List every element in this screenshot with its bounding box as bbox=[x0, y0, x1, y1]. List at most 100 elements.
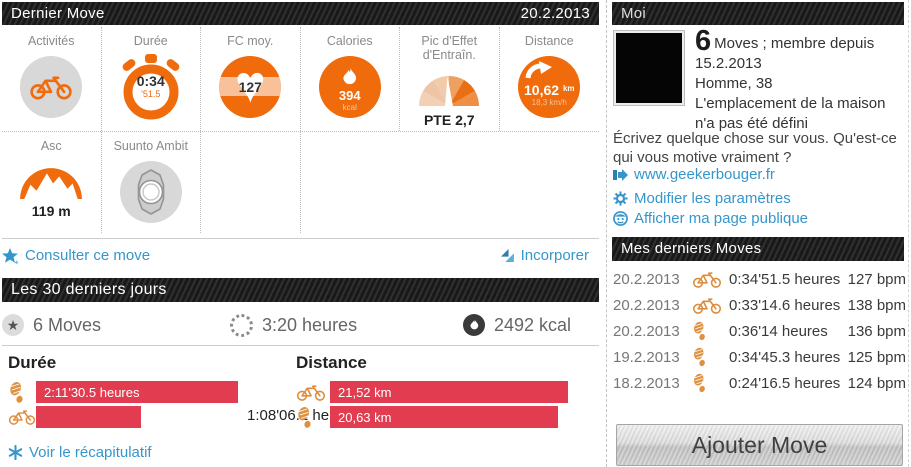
move-row[interactable]: 18.2.2013 0:24'16.5 heures 124 bpm bbox=[613, 370, 906, 396]
tile-distance[interactable]: Distance 10,62 km 18,3 km/h bbox=[500, 27, 600, 131]
about-prompt: Écrivez quelque chose sur vous. Qu'est-c… bbox=[613, 130, 897, 166]
view-move-label: Consulter ce move bbox=[25, 247, 151, 264]
bar-running-distance[interactable]: 20,63 km bbox=[330, 406, 559, 428]
tile-duration[interactable]: Durée 0:34 '51.5 bbox=[102, 27, 201, 131]
website-url: www.geekerbouger.fr bbox=[634, 166, 775, 183]
running-icon bbox=[692, 373, 729, 393]
flame-icon: 394 kcal bbox=[318, 56, 381, 118]
last-move-date: 20.2.2013 bbox=[520, 5, 590, 22]
gear-icon bbox=[613, 191, 628, 206]
watch-icon bbox=[119, 161, 182, 223]
stat-kcal-label: 2492 kcal bbox=[494, 314, 572, 335]
move-duration: 0:36'14 heures bbox=[729, 322, 828, 340]
move-duration: 0:33'14.6 heures bbox=[729, 296, 841, 314]
distance-unit: km bbox=[562, 83, 575, 93]
move-row[interactable]: 20.2.2013 0:33'14.6 heures 138 bpm bbox=[613, 292, 906, 318]
embed-link[interactable]: Incorporer bbox=[500, 247, 589, 264]
move-heart-rate: 125 bpm bbox=[847, 348, 906, 366]
home-location: L'emplacement de la maison n'a pas été d… bbox=[695, 95, 886, 132]
stat-hours-label: 3:20 heures bbox=[262, 314, 358, 335]
move-row[interactable]: 20.2.2013 0:34'51.5 heures 127 bpm bbox=[613, 266, 906, 292]
spinner-icon bbox=[230, 313, 253, 337]
distance-arrow-icon: 10,62 km 18,3 km/h bbox=[518, 56, 581, 118]
duration-chart-title: Durée bbox=[8, 353, 57, 372]
tile-avg-hr-label: FC moy. bbox=[227, 34, 274, 48]
summary-stats: ★ 6 Moves 3:20 heures 2492 kcal bbox=[2, 307, 599, 343]
stat-moves-label: 6 Moves bbox=[33, 314, 102, 335]
member-line: 6 Moves ; membre depuis 15.2.2013 bbox=[695, 25, 875, 73]
duration-chart: Durée 2:11'30.5 heures 1:08'06.1 heures bbox=[2, 352, 358, 431]
gender-age: Homme, 38 bbox=[695, 75, 773, 92]
pte-value: PTE 2,7 bbox=[423, 112, 475, 128]
stat-moves: ★ 6 Moves bbox=[2, 314, 230, 336]
public-page-link[interactable]: Afficher ma page publique bbox=[613, 210, 808, 227]
tile-pte[interactable]: Pic d'Effet d'Entraîn. PTE 2,7 bbox=[400, 27, 500, 131]
tile-pte-label: Pic d'Effet d'Entraîn. bbox=[421, 34, 478, 62]
move-heart-rate: 127 bpm bbox=[847, 270, 906, 288]
tile-activities-label: Activités bbox=[27, 34, 75, 48]
calories-value: 394 bbox=[338, 88, 361, 103]
bar-running-duration[interactable]: 2:11'30.5 heures bbox=[36, 381, 238, 403]
me-header: Moi bbox=[612, 2, 904, 25]
tile-calories[interactable]: Calories 394 kcal bbox=[301, 27, 400, 131]
tile-avg-hr[interactable]: FC moy. ♥ 127 bbox=[201, 27, 301, 131]
move-duration: 0:34'51.5 heures bbox=[729, 270, 841, 288]
move-duration: 0:24'16.5 heures bbox=[729, 374, 841, 392]
move-date: 19.2.2013 bbox=[613, 348, 680, 366]
edit-settings-link[interactable]: Modifier les paramètres bbox=[613, 190, 791, 207]
tile-device[interactable]: Suunto Ambit bbox=[102, 132, 201, 233]
duration-subvalue: '51.5 bbox=[141, 89, 161, 99]
edit-settings-label: Modifier les paramètres bbox=[634, 190, 791, 207]
duration-bar-cycling: 1:08'06.1 heures bbox=[8, 406, 358, 428]
flame-icon bbox=[463, 314, 485, 336]
speed-value: 18,3 km/h bbox=[531, 97, 567, 107]
star-icon bbox=[2, 247, 19, 264]
avatar[interactable] bbox=[613, 30, 685, 106]
distance-chart: Distance 21,52 km 20,63 km bbox=[294, 352, 593, 431]
tile-ascent[interactable]: Asc 119 m bbox=[2, 132, 102, 233]
tile-distance-label: Distance bbox=[524, 34, 574, 48]
distance-chart-title: Distance bbox=[296, 353, 367, 372]
move-date: 20.2.2013 bbox=[613, 270, 680, 288]
distance-bar-running: 20,63 km bbox=[296, 406, 593, 428]
move-row[interactable]: 19.2.2013 0:34'45.3 heures 125 bpm bbox=[613, 344, 906, 370]
stopwatch-icon bbox=[122, 54, 180, 120]
distance-value: 10,62 bbox=[524, 81, 560, 98]
tile-filler bbox=[301, 132, 600, 233]
recap-icon bbox=[8, 445, 23, 460]
distance-bar-cycling: 21,52 km bbox=[296, 381, 593, 403]
cycling-icon bbox=[692, 296, 729, 315]
duration-bar-running: 2:11'30.5 heures bbox=[8, 381, 294, 403]
move-heart-rate: 136 bpm bbox=[847, 322, 906, 340]
summary-link[interactable]: Voir le récapitulatif bbox=[8, 444, 152, 461]
running-icon bbox=[8, 381, 36, 404]
bar-cycling-duration[interactable] bbox=[36, 406, 141, 428]
tile-activities[interactable]: Activités bbox=[2, 27, 102, 131]
move-date: 20.2.2013 bbox=[613, 322, 680, 340]
website-link[interactable]: www.geekerbouger.fr bbox=[613, 166, 775, 183]
last-move-title: Dernier Move bbox=[11, 5, 105, 22]
move-heart-rate: 124 bpm bbox=[847, 374, 906, 392]
embed-label: Incorporer bbox=[520, 247, 589, 264]
tile-ascent-label: Asc bbox=[40, 139, 62, 153]
move-duration: 0:34'45.3 heures bbox=[729, 348, 841, 366]
summary-link-label: Voir le récapitulatif bbox=[29, 444, 152, 461]
me-title: Moi bbox=[621, 5, 647, 22]
last-30-days-header: Les 30 derniers jours bbox=[2, 278, 599, 302]
cycling-icon bbox=[8, 408, 36, 426]
bar-cycling-distance[interactable]: 21,52 km bbox=[330, 381, 568, 403]
embed-icon bbox=[500, 249, 514, 262]
move-row[interactable]: 20.2.2013 0:36'14 heures 136 bpm bbox=[613, 318, 906, 344]
tile-empty bbox=[201, 132, 301, 233]
star-icon: ★ bbox=[2, 314, 24, 336]
profile-block: 6 Moves ; membre depuis 15.2.2013 Homme, … bbox=[613, 25, 904, 134]
move-links-row: Consulter ce move Incorporer bbox=[2, 238, 599, 264]
view-move-link[interactable]: Consulter ce move bbox=[2, 247, 150, 264]
stat-kcal: 2492 kcal bbox=[463, 314, 599, 336]
running-icon bbox=[692, 321, 729, 341]
avg-hr-value: 127 bbox=[219, 77, 282, 96]
add-move-button[interactable]: Ajouter Move bbox=[616, 424, 903, 466]
face-icon bbox=[613, 211, 628, 226]
recent-moves-table: 20.2.2013 0:34'51.5 heures 127 bpm 20.2.… bbox=[613, 266, 906, 396]
